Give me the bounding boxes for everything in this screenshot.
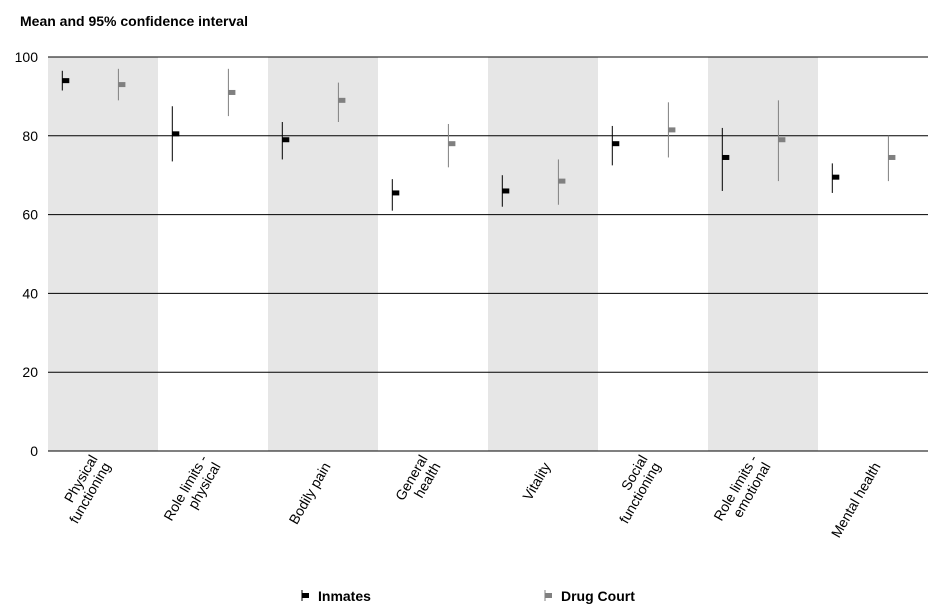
mean-marker	[172, 131, 180, 137]
mean-marker	[228, 89, 236, 95]
legend-swatch	[302, 593, 309, 598]
y-tick-label: 40	[22, 285, 38, 301]
x-tick-label: Generalhealth	[392, 452, 444, 511]
category-band	[48, 57, 158, 451]
mean-marker	[832, 174, 840, 180]
x-tick-label: Bodily pain	[285, 460, 333, 527]
y-tick-label: 80	[22, 128, 38, 144]
mean-marker	[338, 97, 346, 103]
x-tick-label: Vitality	[519, 460, 553, 503]
mean-marker	[392, 190, 400, 196]
mean-marker	[502, 188, 510, 194]
mean-marker	[558, 178, 566, 184]
x-tick-label: Socialfunctioning	[603, 452, 664, 526]
x-tick-label: Role limits -physical	[160, 452, 224, 531]
mean-marker	[722, 154, 730, 160]
y-tick-label: 100	[15, 49, 39, 65]
x-axis-labels: Physicalfunctioning Role limits -physical…	[53, 452, 884, 541]
category-band	[708, 57, 818, 451]
legend-label: Inmates	[318, 588, 371, 604]
chart-subtitle: Mean and 95% confidence interval	[20, 13, 248, 29]
mean-marker	[668, 127, 676, 133]
y-tick-label: 20	[22, 364, 38, 380]
mean-marker	[778, 137, 786, 143]
y-tick-label: 60	[22, 207, 38, 223]
y-tick-label: 0	[30, 443, 38, 459]
category-band	[488, 57, 598, 451]
x-tick-label: Mental health	[828, 460, 884, 541]
mean-marker	[448, 141, 456, 147]
x-tick-label: Physicalfunctioning	[53, 452, 114, 526]
mean-marker	[282, 137, 290, 143]
legend-label: Drug Court	[561, 588, 635, 604]
category-band	[268, 57, 378, 451]
mean-marker	[118, 82, 126, 88]
legend-swatch	[545, 593, 552, 598]
shaded-bands	[48, 57, 818, 451]
legend: Inmates Drug Court	[301, 588, 635, 604]
y-axis-ticks: 0 20 40 60 80 100	[15, 49, 39, 459]
error-bars	[61, 68, 896, 211]
mean-marker	[612, 141, 620, 147]
gridlines	[48, 56, 928, 452]
mean-marker	[62, 78, 70, 84]
mean-marker	[888, 154, 896, 160]
x-tick-label: Role limits -emotional	[710, 452, 774, 531]
